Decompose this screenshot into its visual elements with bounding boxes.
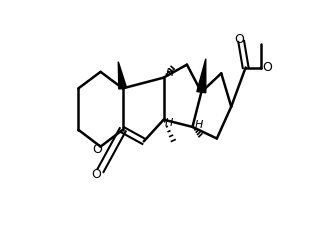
Text: H: H: [165, 117, 174, 127]
Text: O: O: [91, 168, 101, 180]
Polygon shape: [118, 62, 127, 90]
Text: H: H: [194, 119, 203, 129]
Text: O: O: [92, 143, 102, 156]
Text: H: H: [166, 68, 174, 78]
Text: O: O: [262, 61, 272, 74]
Text: O: O: [234, 32, 244, 45]
Polygon shape: [197, 59, 206, 93]
